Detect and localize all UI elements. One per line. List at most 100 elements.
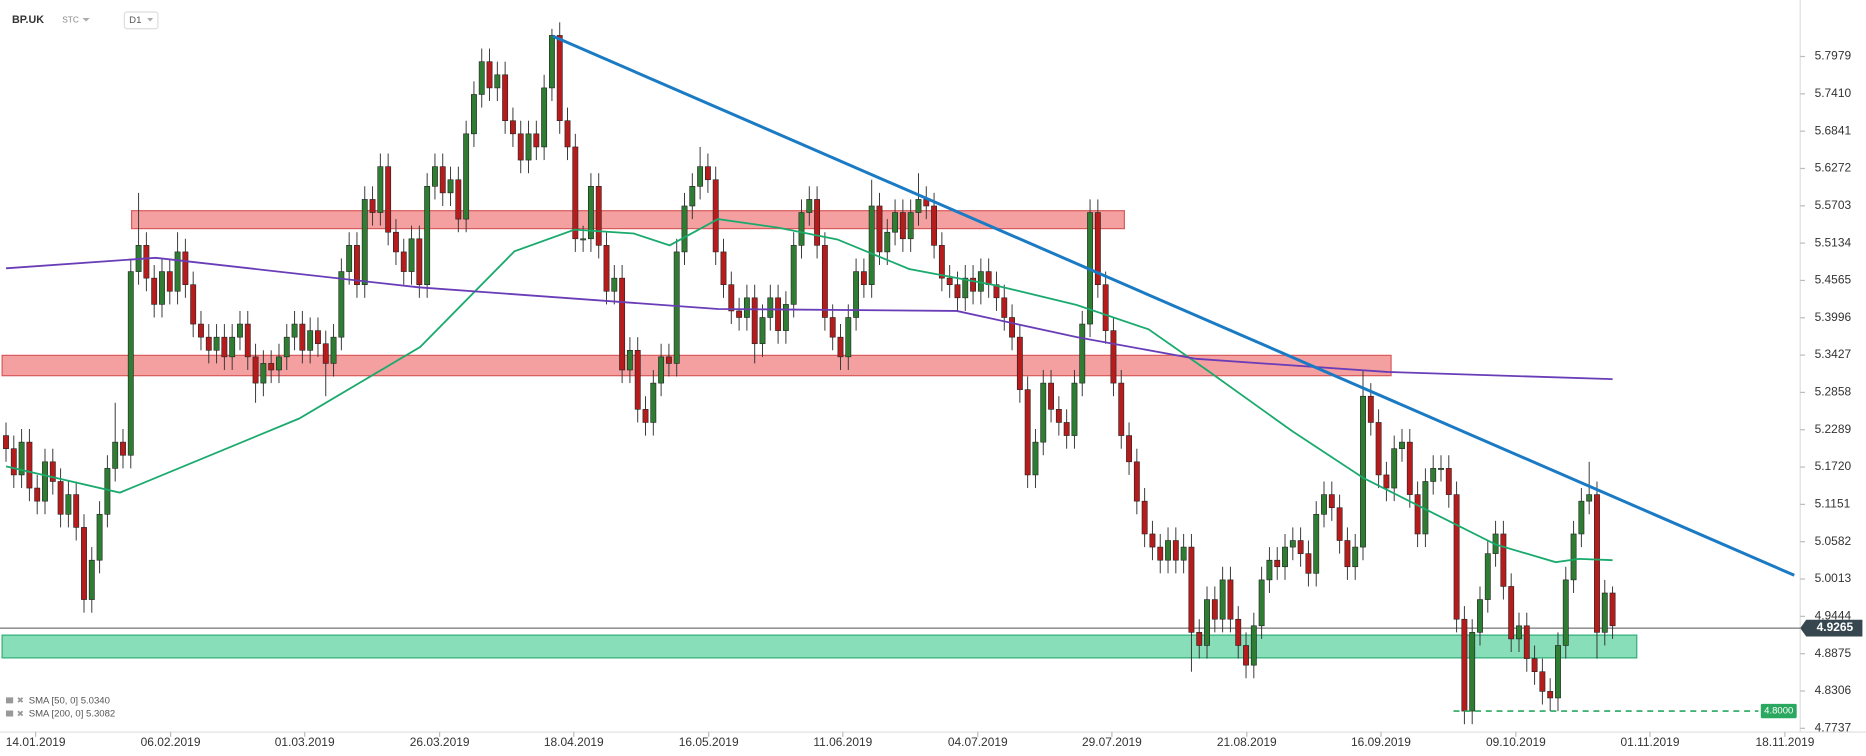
- candle-body: [151, 277, 158, 305]
- candle-body: [338, 271, 345, 338]
- candle-body: [1445, 468, 1452, 495]
- x-tick-label: 14.01.2019: [6, 735, 66, 749]
- candle-body: [88, 559, 95, 600]
- candle-body: [143, 245, 150, 279]
- candle-body: [268, 363, 275, 371]
- candle-body: [354, 245, 360, 285]
- candle-body: [704, 166, 711, 181]
- candle-body: [65, 494, 72, 515]
- x-tick-label: 04.07.2019: [948, 735, 1008, 749]
- candle-body: [626, 349, 633, 371]
- candle-body: [673, 251, 680, 364]
- candle-body: [486, 61, 493, 89]
- candle-body: [759, 317, 766, 345]
- candle-body: [1126, 435, 1132, 463]
- candle-body: [1305, 553, 1312, 574]
- candle-body: [962, 277, 969, 299]
- candle-body: [564, 120, 571, 148]
- candle-body: [658, 356, 665, 384]
- candle-body: [18, 441, 25, 476]
- candle-body: [166, 271, 173, 292]
- candle-body: [650, 382, 657, 423]
- interval-box[interactable]: [123, 11, 159, 30]
- sma-line: [5, 218, 1613, 564]
- candle-body: [775, 297, 782, 331]
- candle-body: [634, 349, 641, 410]
- y-tick-label: 5.5134: [1815, 235, 1852, 249]
- dropdown-arrow[interactable]: [147, 17, 154, 22]
- y-tick-label: 5.7410: [1815, 86, 1852, 100]
- x-tick-label: 11.06.2019: [813, 735, 872, 749]
- candle-body: [494, 74, 501, 89]
- candle-body: [1453, 494, 1460, 620]
- candle-body: [1438, 468, 1444, 470]
- candle-body: [330, 336, 337, 364]
- candle-body: [1352, 546, 1359, 568]
- candle-body: [611, 277, 618, 292]
- candle-body: [1141, 500, 1148, 535]
- candle-body: [1321, 494, 1327, 515]
- candle-body: [1040, 382, 1047, 443]
- candle-body: [1430, 468, 1437, 482]
- candle-body: [1601, 592, 1608, 633]
- x-tick-label: 01.03.2019: [275, 735, 335, 749]
- candle-body: [1578, 500, 1585, 535]
- y-tick-label: 5.4565: [1815, 273, 1852, 287]
- candle-body: [322, 343, 329, 364]
- candle-body: [174, 251, 181, 292]
- candle-body: [1391, 448, 1398, 489]
- candle-body: [1079, 323, 1086, 384]
- candle-body: [829, 317, 836, 338]
- candle-body: [400, 251, 407, 272]
- candle-body: [307, 330, 314, 351]
- candle-body: [712, 179, 719, 253]
- candle-body: [868, 205, 875, 285]
- candle-body: [767, 297, 774, 318]
- candle-body: [548, 35, 555, 89]
- candle-body: [806, 199, 813, 213]
- candle-body: [205, 336, 212, 351]
- candle-body: [1063, 422, 1070, 436]
- candle-body: [1227, 579, 1234, 620]
- candle-body: [1406, 441, 1413, 495]
- x-tick-label: 21.08.2019: [1217, 735, 1277, 749]
- candle-body: [821, 245, 828, 318]
- candle-body: [798, 212, 805, 246]
- candle-body: [1188, 546, 1195, 633]
- candle-body: [1555, 645, 1561, 699]
- candle-body: [1032, 441, 1039, 476]
- candle-body: [432, 166, 438, 187]
- candle-body: [260, 363, 267, 384]
- candle-body: [1477, 599, 1483, 633]
- y-tick-label: 5.2289: [1815, 422, 1852, 436]
- candle-body: [1165, 540, 1171, 561]
- candle-body: [34, 487, 41, 502]
- candle-body: [603, 245, 610, 292]
- candle-body: [1336, 507, 1343, 541]
- candle-body: [283, 336, 290, 358]
- candle-body: [49, 461, 56, 482]
- candle-body: [244, 323, 251, 358]
- candle-body: [229, 336, 236, 358]
- x-tick-label: 26.03.2019: [410, 735, 470, 749]
- candle-body: [837, 336, 844, 358]
- dropdown-arrow[interactable]: [82, 17, 90, 22]
- candle-body: [814, 199, 821, 246]
- candle-body: [1009, 317, 1015, 338]
- candle-body: [57, 481, 64, 515]
- x-tick-label: 01.11.2019: [1621, 735, 1680, 749]
- symbol[interactable]: BP.UK: [12, 14, 44, 26]
- candle-body: [190, 284, 197, 325]
- candle-body: [502, 74, 509, 122]
- candle-body: [1180, 546, 1187, 561]
- candle-body: [743, 297, 750, 318]
- candle-body: [572, 146, 579, 240]
- legend-icon: [5, 710, 14, 717]
- zone: [1, 634, 1638, 659]
- legend-icon: [5, 697, 14, 704]
- y-tick-label: 5.3996: [1815, 310, 1852, 324]
- candle-body: [853, 271, 860, 318]
- interval[interactable]: D1: [129, 15, 141, 26]
- candle-body: [221, 336, 228, 358]
